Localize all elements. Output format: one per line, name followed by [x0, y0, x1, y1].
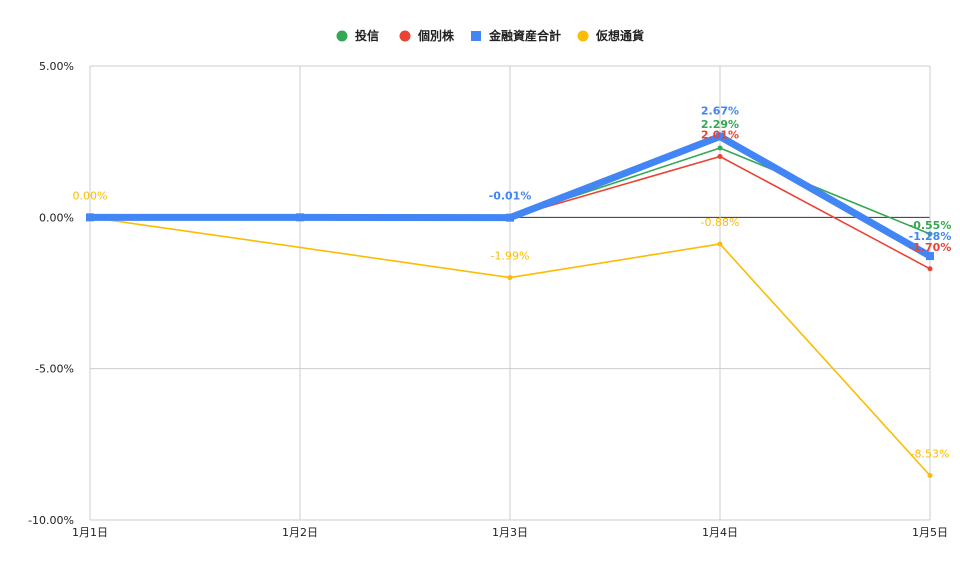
x-tick-label: 1月5日 [912, 526, 948, 539]
legend-marker-circle [336, 30, 348, 42]
data-label: 2.01% [701, 128, 739, 141]
data-point [927, 473, 933, 479]
series-line-3 [89, 216, 931, 477]
data-point [86, 213, 94, 222]
legend-label: 金融資産合計 [488, 28, 561, 43]
data-point [717, 145, 723, 151]
y-tick-label: 5.00% [39, 60, 74, 73]
data-point [507, 275, 513, 281]
legend-label: 投信 [355, 28, 379, 43]
data-label: 0.00% [73, 189, 108, 202]
data-point [927, 231, 933, 237]
x-tick-label: 1月4日 [702, 526, 738, 539]
y-axis-ticks: 5.00% 0.00% -5.00% -10.00% [28, 60, 74, 527]
data-point [296, 213, 304, 222]
data-label: -1.99% [491, 250, 530, 263]
y-tick-label: -10.00% [28, 514, 74, 527]
y-tick-label: -5.00% [35, 363, 74, 376]
x-tick-label: 1月2日 [282, 526, 318, 539]
legend: 投信 個別株 金融資産合計 仮想通貨 [336, 28, 644, 43]
legend-marker-circle [577, 30, 589, 42]
data-point [716, 132, 724, 141]
x-tick-label: 1月1日 [72, 526, 108, 539]
legend-marker-square [471, 31, 481, 41]
series-layer [86, 132, 934, 479]
data-label: -8.53% [911, 448, 950, 461]
legend-label: 個別株 [417, 28, 455, 43]
data-point [506, 213, 514, 222]
data-label: -0.55% [909, 219, 952, 232]
y-tick-label: 0.00% [39, 211, 74, 224]
data-point [926, 252, 934, 261]
gridlines [89, 65, 931, 521]
data-point [927, 266, 933, 272]
data-label: 2.29% [701, 118, 739, 131]
data-label: -0.88% [701, 216, 740, 229]
data-label: 2.67% [701, 105, 739, 118]
data-point [717, 153, 723, 159]
data-point [717, 241, 723, 247]
data-label: -1.70% [909, 241, 952, 254]
x-tick-label: 1月3日 [492, 526, 528, 539]
legend-marker-circle [399, 30, 411, 42]
data-label: -0.01% [489, 190, 532, 203]
legend-label: 仮想通貨 [595, 28, 644, 43]
data-label: -1.28% [909, 230, 952, 243]
x-axis-ticks: 1月1日 1月2日 1月3日 1月4日 1月5日 [72, 526, 948, 539]
data-labels-layer: 2.29% -0.55% 2.01% -1.70% -0.01% 2.67% -1.28% 0… [73, 105, 952, 461]
